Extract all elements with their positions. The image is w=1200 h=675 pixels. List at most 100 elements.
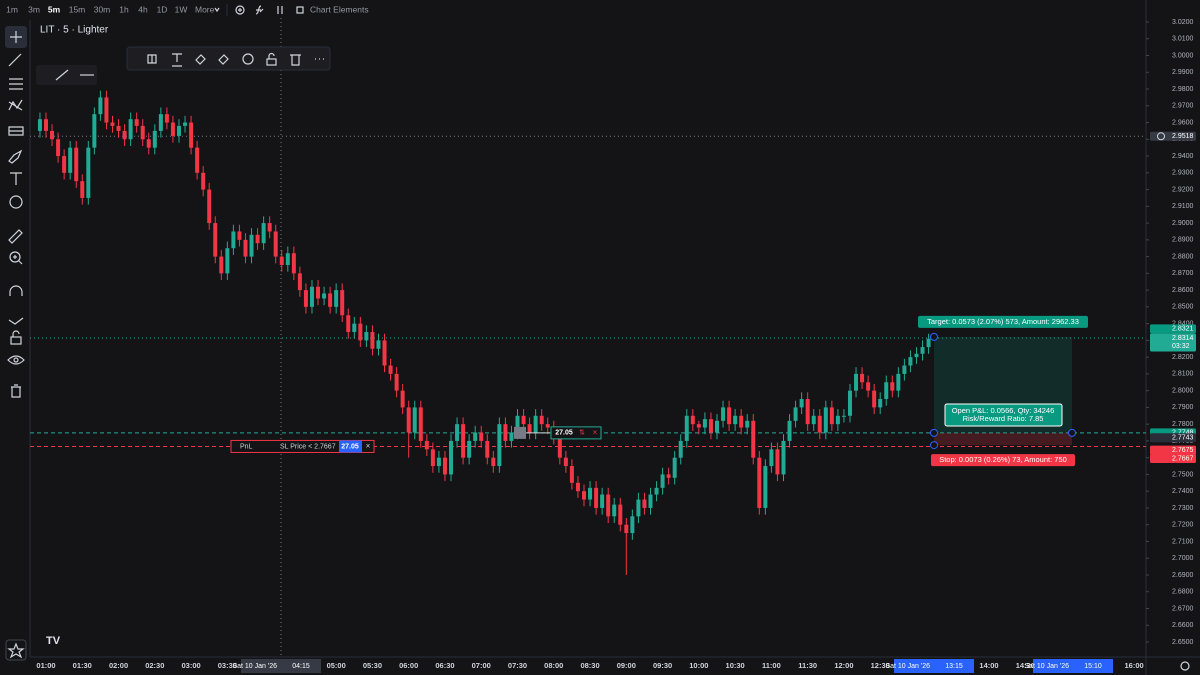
fib-tool[interactable] <box>9 78 23 90</box>
resize-handle[interactable] <box>1068 428 1076 437</box>
drag-order-close[interactable]: × <box>593 428 598 437</box>
settings-button[interactable] <box>242 53 254 65</box>
text-tool[interactable] <box>10 172 22 185</box>
resize-handle[interactable] <box>930 332 938 341</box>
time-label-time: 04:15 <box>292 663 310 670</box>
add-button[interactable] <box>238 8 242 12</box>
timeframe-button[interactable]: 1m <box>6 4 18 14</box>
fill-color-button[interactable] <box>195 54 206 65</box>
lock-drawings-tool[interactable] <box>8 317 24 325</box>
settings-gear[interactable] <box>1180 661 1190 671</box>
x-tick-label: 14:30 <box>1016 661 1035 670</box>
timeframe-button[interactable]: 5m <box>48 4 61 14</box>
target-label-box <box>918 315 1088 328</box>
candle-body <box>328 293 333 307</box>
lock-button[interactable] <box>266 52 277 66</box>
brush-tool[interactable] <box>8 149 23 164</box>
zoom-tool[interactable] <box>13 255 23 265</box>
emoji-tool[interactable] <box>9 195 23 209</box>
y-tick-label: 2.9300 <box>1172 170 1194 177</box>
x-tick-label: 12:00 <box>834 661 853 670</box>
delete-tool[interactable] <box>11 384 21 398</box>
candle-body <box>98 97 103 115</box>
x-tick-label: 10:00 <box>689 661 708 670</box>
x-tick-label: 05:00 <box>327 661 346 670</box>
y-tick-label: 2.6800 <box>1172 589 1194 596</box>
visibility-tool[interactable] <box>7 355 25 365</box>
candle-body <box>436 457 441 467</box>
lock-tool[interactable] <box>12 330 20 337</box>
text-color-button[interactable] <box>172 53 182 67</box>
time-label-date: Sat 10 Jan '26 <box>885 663 930 670</box>
tv-logo[interactable]: TV <box>46 635 61 647</box>
pattern-tool[interactable] <box>8 99 23 111</box>
lock-button[interactable] <box>266 58 277 66</box>
resize-handle[interactable] <box>930 428 938 437</box>
indicators-button[interactable] <box>255 5 264 15</box>
candles <box>37 90 931 575</box>
candle-body <box>56 139 61 157</box>
price-tag: 2.9518 <box>1150 131 1196 141</box>
add-alert-button[interactable] <box>1157 132 1165 141</box>
lock-tool[interactable] <box>10 336 22 345</box>
crosshair-icon[interactable] <box>10 31 22 43</box>
candle-body <box>847 390 852 416</box>
x-tick-label: 12:30 <box>871 661 890 670</box>
timeframe-button[interactable]: 4h <box>138 4 148 14</box>
more-button[interactable]: More <box>195 4 215 14</box>
x-tick-label: 16:00 <box>1125 661 1144 670</box>
forecast-tool[interactable] <box>8 126 24 136</box>
y-tick-label: 2.7300 <box>1172 505 1194 512</box>
y-tick-label: 2.7000 <box>1172 555 1194 562</box>
ruler-tool[interactable] <box>8 229 23 244</box>
zoom-tool[interactable] <box>9 251 23 265</box>
visibility-tool[interactable] <box>7 355 25 365</box>
layout-button[interactable] <box>277 6 283 14</box>
zoom-tool[interactable] <box>9 251 21 263</box>
price-tag-label: 2.7743 <box>1172 435 1194 442</box>
indicators-button[interactable] <box>255 5 264 15</box>
template-button[interactable] <box>147 54 157 64</box>
drag-order-reverse[interactable]: ⇅ <box>579 429 585 437</box>
y-tick-label: 2.8200 <box>1172 354 1194 361</box>
line-color-button[interactable] <box>218 54 229 65</box>
lock-button[interactable] <box>268 52 275 60</box>
resize-handle[interactable] <box>930 441 938 450</box>
layout-button[interactable] <box>277 6 283 14</box>
timeframe-button[interactable]: 3m <box>28 4 40 14</box>
magnet-tool[interactable] <box>9 285 23 296</box>
timeframe-button[interactable]: 1h <box>119 4 129 14</box>
candle-body <box>231 231 236 249</box>
dropdown-arrow[interactable] <box>214 7 220 13</box>
lock-tool[interactable] <box>10 330 22 345</box>
candle-body <box>521 415 526 425</box>
timeframe-button[interactable]: 15m <box>69 4 86 14</box>
visibility-tool[interactable] <box>13 357 19 363</box>
drag-order-icon[interactable] <box>514 426 526 439</box>
candle-body <box>781 440 786 475</box>
chart-elements-button[interactable] <box>296 6 304 14</box>
order-box[interactable] <box>230 439 375 453</box>
chart-elements-button[interactable] <box>296 6 304 14</box>
remove-button[interactable] <box>290 54 301 66</box>
favorites-button[interactable] <box>5 639 27 661</box>
candle-body <box>74 147 79 182</box>
trendline-tool[interactable] <box>8 53 22 67</box>
timeframe-button[interactable]: 1W <box>175 4 188 14</box>
y-tick-label: 2.6900 <box>1172 572 1194 579</box>
candle-body <box>702 419 707 428</box>
timeframe-button[interactable]: 1D <box>157 4 168 14</box>
star-icon[interactable] <box>7 642 25 659</box>
trend-line-button[interactable] <box>55 69 69 81</box>
add-button[interactable] <box>235 5 245 15</box>
chart-elements-label[interactable]: Chart Elements <box>310 4 369 14</box>
settings-gear[interactable] <box>1180 661 1190 671</box>
drag-order-box[interactable] <box>550 426 602 440</box>
candle-body <box>503 424 508 441</box>
timeframe-button[interactable]: 30m <box>94 4 111 14</box>
order-close[interactable]: × <box>366 442 371 451</box>
add-button[interactable] <box>235 5 245 15</box>
candle-body <box>128 119 133 140</box>
candle-body <box>225 248 230 274</box>
